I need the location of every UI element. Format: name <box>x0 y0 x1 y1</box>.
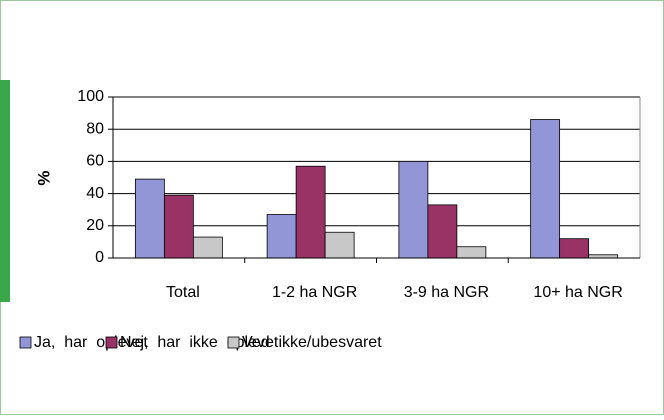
y-tick-label: 100 <box>77 88 104 105</box>
y-axis-label: % <box>34 170 53 185</box>
y-tick-label: 20 <box>86 217 104 234</box>
y-tick-label: 80 <box>86 120 104 137</box>
bar <box>295 165 326 259</box>
bar <box>163 194 194 259</box>
bar <box>530 119 561 259</box>
x-tick-label: 10+ ha NGR <box>533 284 622 301</box>
x-tick-label: 3-9 ha NGR <box>404 284 489 301</box>
bar <box>266 214 297 259</box>
bar <box>456 246 487 259</box>
side-strip <box>0 80 10 302</box>
y-tick-label: 0 <box>95 249 104 266</box>
bar <box>192 236 223 259</box>
legend-label: Ja, har oplevet <box>34 334 148 351</box>
legend-swatch <box>227 336 240 349</box>
bar <box>427 204 458 259</box>
bar <box>398 160 429 259</box>
x-tick-label: 1-2 ha NGR <box>272 284 357 301</box>
legend-swatch <box>105 336 118 349</box>
bar <box>324 231 355 259</box>
x-tick-label: Total <box>166 284 200 301</box>
bar <box>559 238 590 259</box>
y-tick-label: 60 <box>86 153 104 170</box>
legend-label: Ved ikke/ubesvaret <box>242 334 382 351</box>
legend-swatch <box>19 336 32 349</box>
y-tick-label: 40 <box>86 185 104 202</box>
bar <box>134 178 165 259</box>
